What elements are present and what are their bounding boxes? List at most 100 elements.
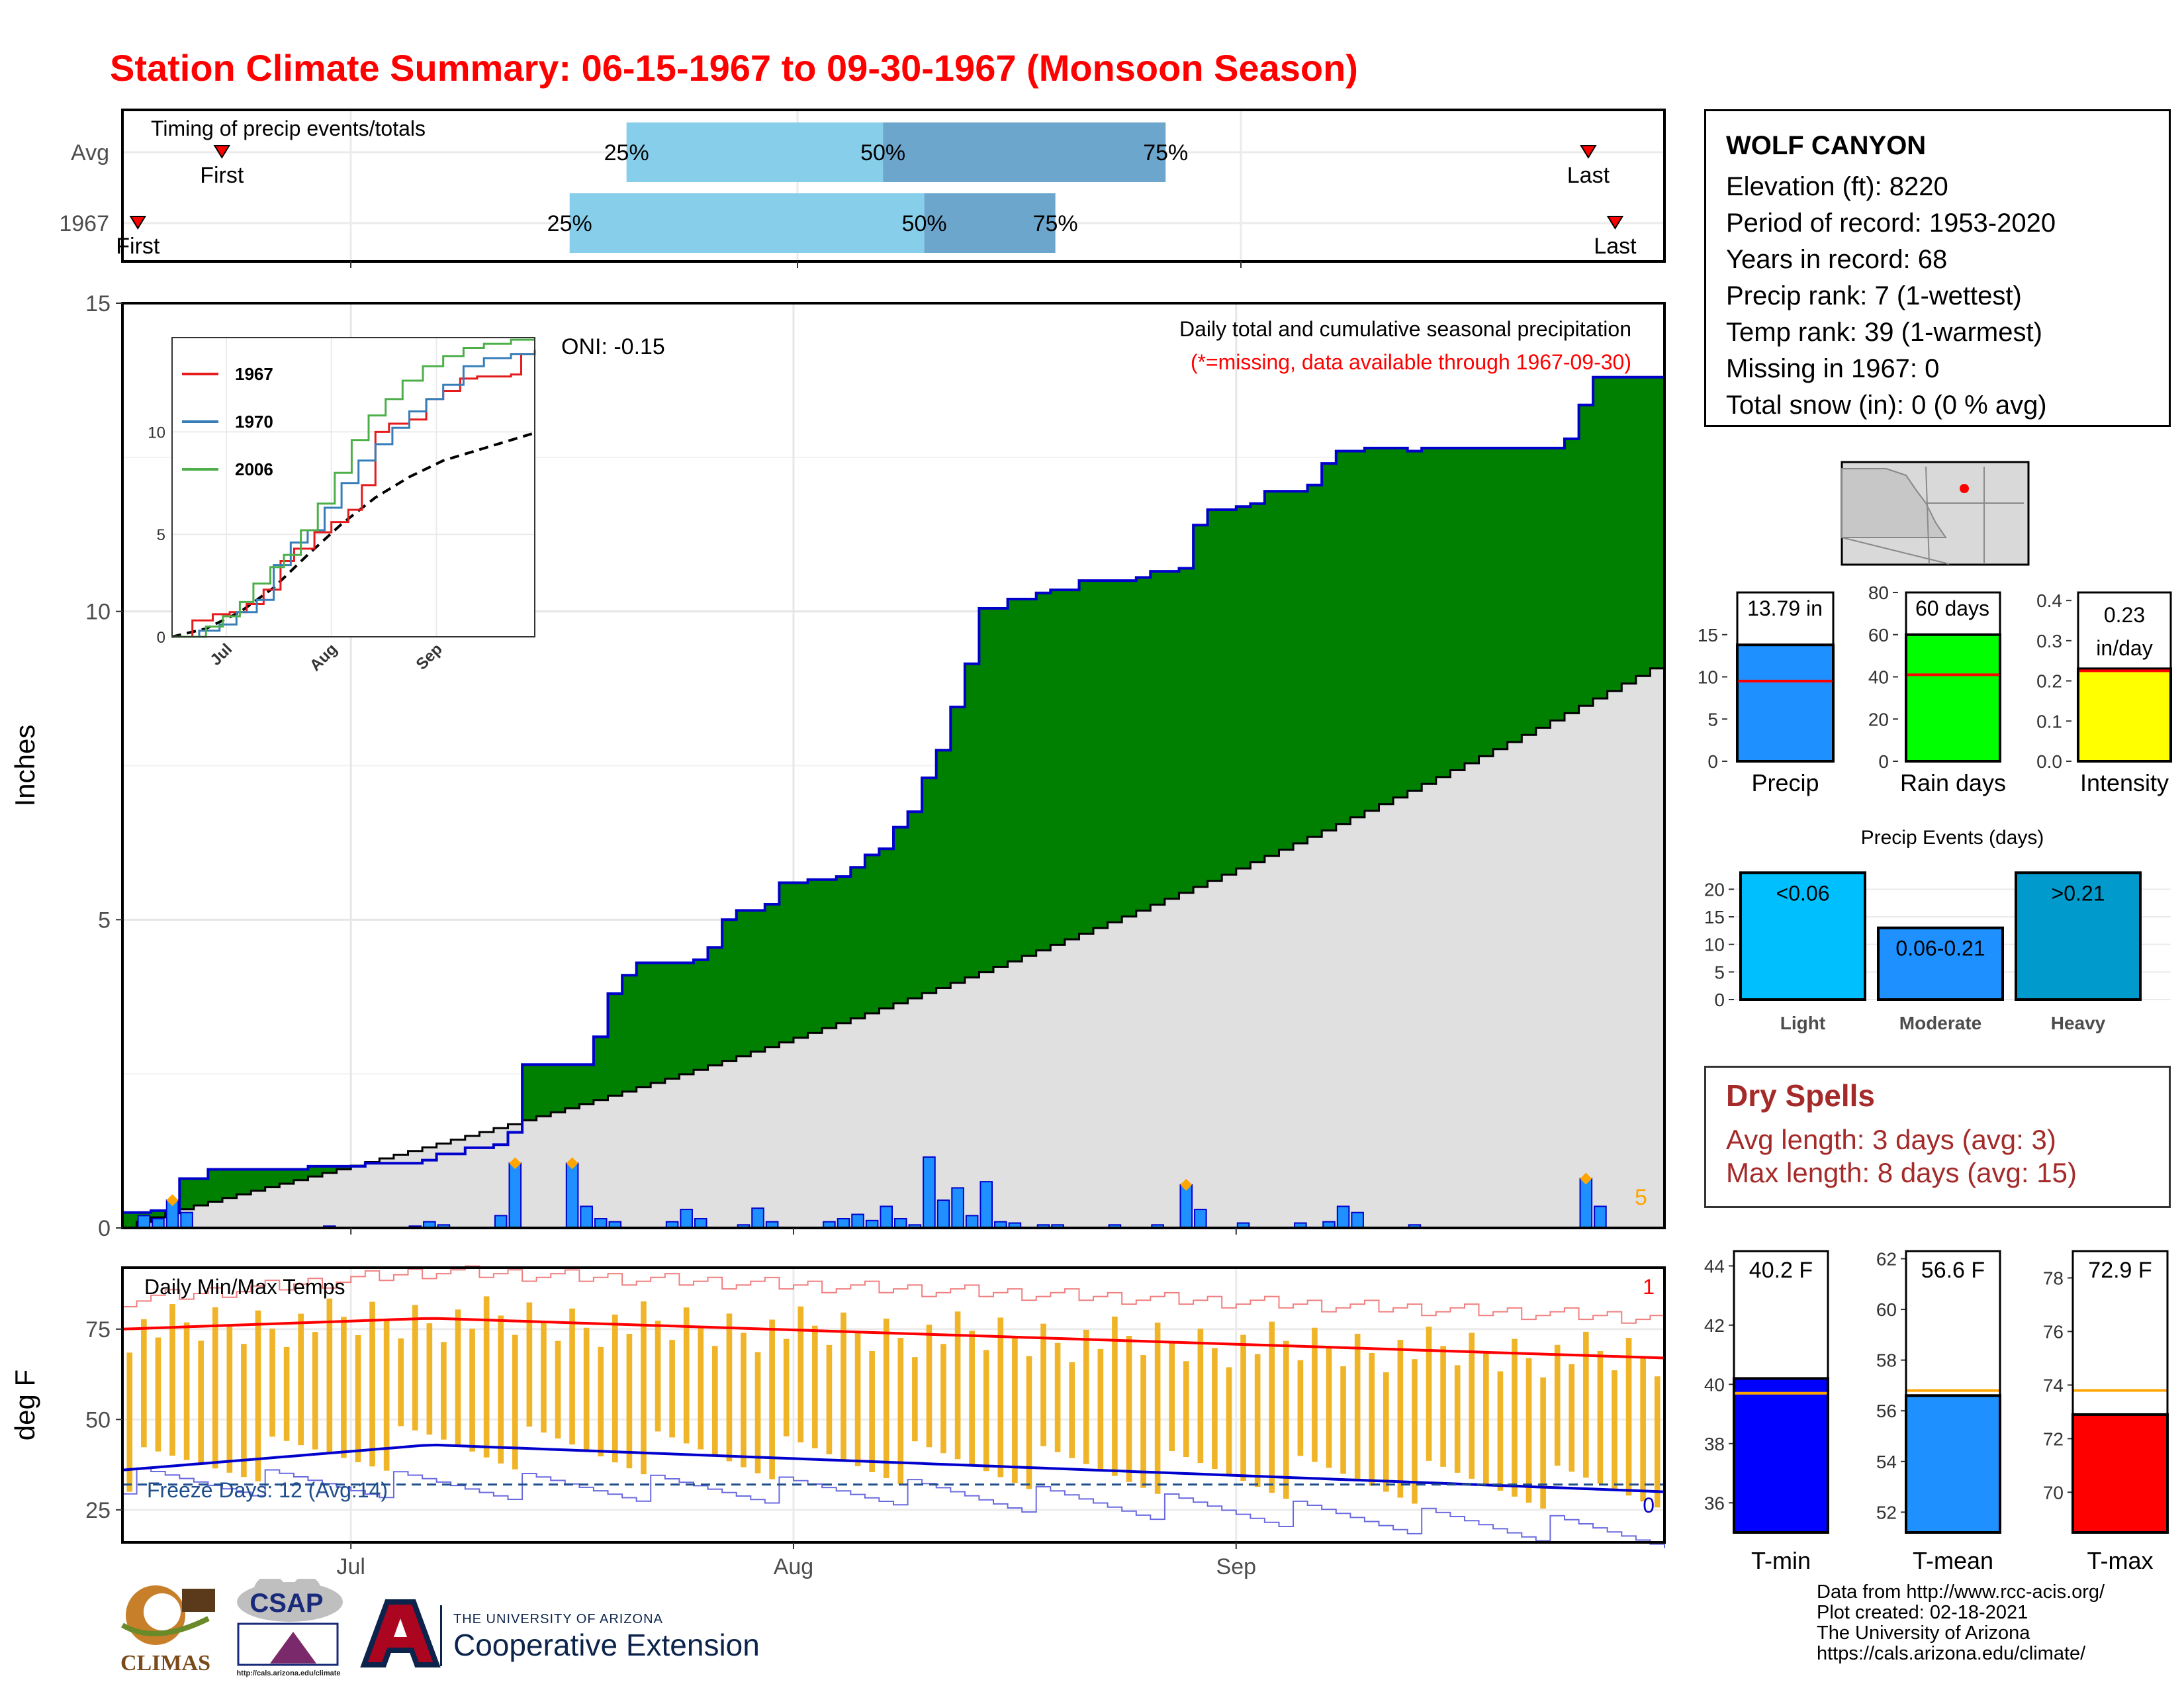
station-info-box: WOLF CANYON Elevation (ft): 8220 Period … <box>1704 109 2171 427</box>
events-y-tick-label: 20 <box>1704 879 1725 900</box>
daily-temp-bar <box>498 1315 504 1464</box>
tmax-value-bar <box>2071 1413 2169 1534</box>
daily-temp-bar <box>441 1342 447 1440</box>
daily-temp-bar <box>1640 1357 1646 1502</box>
event-marker-diamond <box>1180 1178 1193 1191</box>
tmax-y-tick-label: 72 <box>2043 1429 2064 1449</box>
daily-precip-bar <box>694 1218 707 1229</box>
tmin-name: T-min <box>1751 1547 1811 1574</box>
daily-temp-bar <box>769 1319 775 1479</box>
daily-temp-bar <box>641 1301 647 1475</box>
tmin-y-tick-label: 40 <box>1704 1374 1725 1395</box>
daily-temp-bar <box>569 1308 575 1445</box>
daily-temp-bar <box>126 1352 133 1492</box>
station-elevation: Elevation (ft): 8220 <box>1726 172 1948 201</box>
daily-temp-bar <box>583 1327 590 1451</box>
daily-temp-bar <box>683 1307 690 1444</box>
daily-temp-bar <box>483 1296 490 1458</box>
daily-temp-bar <box>455 1309 461 1446</box>
csap-logo-text: CSAP <box>250 1589 323 1618</box>
last-event-marker <box>1580 145 1597 159</box>
precip-total-name: Precip <box>1751 769 1819 796</box>
daily-temp-bar <box>1340 1366 1346 1474</box>
daily-temp-bar <box>1169 1342 1175 1452</box>
precip-y-tick-label: 0 <box>98 1216 111 1241</box>
intensity-y-tick-label: 0.3 <box>2036 631 2062 651</box>
daily-temp-bar <box>541 1321 547 1433</box>
station-period: Period of record: 1953-2020 <box>1726 209 2056 238</box>
page-title: Station Climate Summary: 06-15-1967 to 0… <box>110 47 1358 89</box>
daily-temp-bar <box>383 1320 390 1471</box>
inset-legend-label: 1970 <box>235 412 273 432</box>
daily-temp-bar <box>369 1301 375 1467</box>
daily-temp-bar <box>940 1344 946 1454</box>
tmean-value-label: 56.6 F <box>1921 1258 1985 1283</box>
intensity-name: Intensity <box>2080 769 2169 796</box>
record-low-line <box>122 1467 1665 1548</box>
daily-temp-bar <box>1012 1336 1018 1483</box>
events-title: Precip Events (days) <box>1861 827 2044 849</box>
timing-quantile-label: 25% <box>604 140 649 165</box>
intensity-y-tick-label: 0.2 <box>2036 671 2062 692</box>
temp-x-tick-label: Sep <box>1216 1554 1257 1579</box>
daily-temp-bar <box>1469 1333 1475 1479</box>
daily-temp-bar <box>355 1335 361 1462</box>
daily-precip-bar <box>508 1162 522 1229</box>
intensity-y-tick-label: 0.4 <box>2036 590 2062 611</box>
inset-y-tick-label: 5 <box>157 526 165 544</box>
climatology-area <box>122 661 1664 1228</box>
dry-spells-avg: Avg length: 3 days (avg: 3) <box>1726 1124 2056 1155</box>
daily-precip-bar <box>1594 1205 1607 1229</box>
daily-precip-bar <box>837 1218 850 1229</box>
avg-tmax-line <box>122 1317 1665 1360</box>
daily-temp-bar <box>1454 1365 1461 1473</box>
ua-small-text: THE UNIVERSITY OF ARIZONA <box>453 1612 663 1626</box>
daily-temp-bar <box>198 1340 204 1464</box>
daily-temp-bar <box>1126 1335 1132 1482</box>
timing-bar-q25-q50 <box>626 122 884 182</box>
daily-precip-bar <box>180 1211 193 1229</box>
daily-precip-bar <box>951 1187 964 1229</box>
daily-temp-bar <box>1040 1323 1046 1446</box>
timing-quantile-label: 75% <box>1033 211 1078 236</box>
events-y-tick-label: 0 <box>1714 990 1725 1010</box>
daily-temp-bar <box>283 1346 290 1441</box>
daily-temp-bar <box>612 1314 618 1463</box>
rain-days-name: Rain days <box>1900 769 2006 796</box>
ua-extension-text: Cooperative Extension <box>453 1628 760 1662</box>
station-precip-rank: Precip rank: 7 (1-wettest) <box>1726 281 2022 310</box>
daily-temp-bar <box>754 1352 761 1474</box>
daily-temp-bar <box>169 1304 175 1456</box>
daily-temp-bar <box>726 1313 733 1462</box>
credit-data-source: Data from http://www.rcc-acis.org/ <box>1817 1581 2105 1603</box>
daily-temp-bar <box>1112 1316 1118 1476</box>
dry-spells-max: Max length: 8 days (avg: 15) <box>1726 1157 2077 1188</box>
daily-precip-bar <box>880 1205 893 1229</box>
ua-a-logo <box>360 1599 441 1667</box>
tmax-y-tick-label: 78 <box>2043 1268 2064 1288</box>
daily-temp-bar <box>1212 1348 1218 1470</box>
station-snow: Total snow (in): 0 (0 % avg) <box>1726 391 2047 420</box>
events-bar-heavy <box>2015 871 2142 1002</box>
daily-precip-bar <box>137 1215 151 1229</box>
daily-temp-bar <box>797 1306 804 1442</box>
tmax-y-tick-label: 74 <box>2043 1375 2064 1395</box>
daily-precip-bar <box>894 1218 907 1229</box>
daily-temp-bar <box>883 1318 889 1478</box>
first-event-marker <box>213 145 231 159</box>
event-marker-diamond <box>509 1157 522 1170</box>
precip-y-tick-label: 15 <box>85 291 111 316</box>
daily-precip-bar <box>1351 1211 1364 1229</box>
daily-precip-bar <box>923 1156 936 1229</box>
precip-total-frame <box>1736 591 1835 763</box>
daily-precip-bar <box>965 1215 979 1229</box>
last-event-marker <box>1606 216 1624 230</box>
rain-days-y-tick-label: 80 <box>1868 583 1889 603</box>
inset-y-tick-label: 0 <box>157 629 165 647</box>
precip-panel-frame <box>121 302 1666 1229</box>
temp-panel-frame <box>121 1266 1666 1544</box>
daily-temp-bar <box>1326 1346 1332 1468</box>
station-temp-rank: Temp rank: 39 (1-warmest) <box>1726 318 2042 347</box>
tmin-y-tick-label: 38 <box>1704 1434 1725 1454</box>
daily-temp-bar <box>1497 1371 1504 1491</box>
